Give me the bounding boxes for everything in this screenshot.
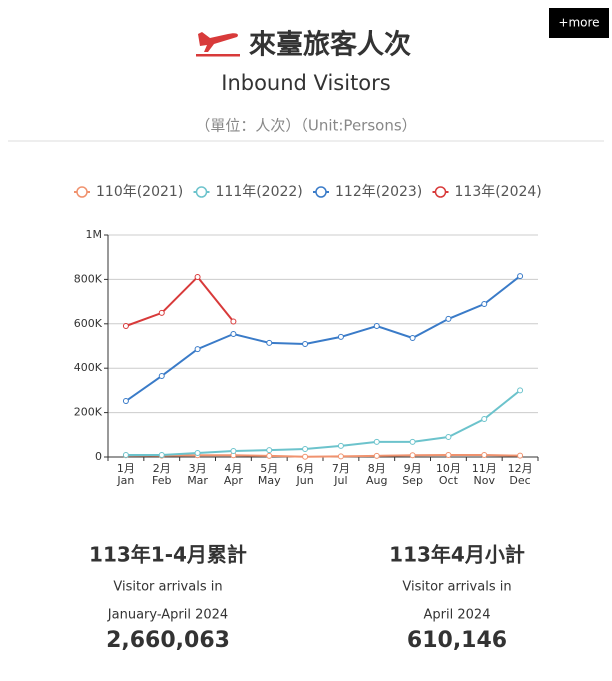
x-tick-label-en: Jul (333, 474, 347, 487)
data-point (230, 331, 237, 338)
x-tick-label-en: Nov (474, 474, 496, 487)
data-point (194, 346, 201, 353)
stat-line: Visitor arrivals in (402, 580, 511, 595)
data-point (517, 387, 524, 394)
x-tick-label-en: Apr (224, 474, 244, 487)
series-line (125, 389, 521, 457)
subtitle: Inbound Visitors (221, 71, 390, 95)
data-point (409, 335, 416, 342)
x-tick-label: 10月 (436, 462, 461, 475)
data-point (266, 447, 273, 454)
data-point (302, 453, 309, 460)
y-tick-label: 0 (95, 450, 102, 463)
data-point (158, 309, 165, 316)
data-point (481, 452, 488, 459)
x-tick-label: 11月 (472, 462, 497, 475)
data-point (517, 452, 524, 459)
x-tick-label: 3月 (189, 462, 207, 475)
data-point (266, 339, 273, 346)
unit: （單位：人次）（Unit:Persons） (195, 117, 416, 135)
legend-marker (434, 186, 447, 198)
x-tick-label-en: Feb (152, 474, 171, 487)
x-tick-label: 1月 (117, 462, 135, 475)
data-point (302, 446, 309, 453)
legend-marker (195, 186, 208, 198)
data-point (445, 434, 452, 441)
stat-line: April 2024 (424, 608, 491, 623)
series-line (125, 454, 521, 458)
x-tick-label-en: Dec (509, 474, 530, 487)
legend-label: 113年(2024) (455, 184, 542, 200)
legend-label: 110年(2021) (96, 184, 183, 200)
data-point (158, 452, 165, 459)
x-tick-label: 9月 (404, 462, 422, 475)
x-tick-label-en: Jan (116, 474, 134, 487)
data-point (122, 452, 129, 459)
data-point (373, 438, 380, 445)
data-point (230, 448, 237, 455)
legend-marker (315, 186, 327, 198)
data-point (302, 341, 309, 348)
y-tick-label: 400K (74, 361, 103, 374)
plane-icon (196, 32, 240, 57)
stat-heading: 113年4月小計 (389, 543, 525, 567)
data-point (337, 333, 344, 340)
data-point (445, 315, 452, 322)
x-tick-label-en: Mar (187, 474, 208, 487)
legend-label: 111年(2022) (216, 184, 303, 200)
title: 來臺旅客人次 (249, 29, 411, 61)
x-tick-label: 7月 (332, 462, 350, 475)
data-point (194, 273, 201, 280)
x-tick-label: 6月 (296, 462, 314, 475)
x-tick-label: 4月 (224, 462, 242, 475)
stat-line: January-April 2024 (107, 608, 228, 623)
x-tick-label-en: May (258, 474, 281, 487)
series-line (125, 275, 235, 327)
x-tick-label-en: Jun (295, 474, 313, 487)
data-point (337, 453, 344, 460)
stat-heading: 113年1-4月累計 (89, 543, 247, 567)
data-point (373, 452, 380, 459)
data-point (481, 416, 488, 423)
x-tick-label: 5月 (260, 462, 278, 475)
x-tick-label: 8月 (368, 462, 386, 475)
data-point (409, 438, 416, 445)
stat-value: 610,146 (407, 628, 507, 653)
data-point (122, 323, 129, 330)
data-point (230, 318, 237, 325)
x-tick-label: 2月 (153, 462, 171, 475)
x-tick-label-en: Oct (439, 474, 459, 487)
x-tick-label-en: Aug (366, 474, 387, 487)
more-label[interactable]: +more (558, 16, 599, 30)
x-tick-label-en: Sep (402, 474, 423, 487)
data-point (409, 452, 416, 459)
stat-line: Visitor arrivals in (113, 580, 222, 595)
data-point (337, 442, 344, 449)
data-point (266, 452, 273, 459)
data-point (517, 273, 524, 280)
data-point (194, 450, 201, 457)
series-line (125, 275, 521, 402)
data-point (445, 452, 452, 459)
y-tick-label: 200K (74, 406, 103, 419)
data-point (158, 372, 165, 379)
more-button[interactable] (549, 8, 609, 38)
y-tick-label: 1M (86, 228, 103, 241)
data-point (481, 301, 488, 308)
y-tick-label: 800K (74, 272, 103, 285)
legend-label: 112年(2023) (335, 184, 422, 200)
stat-value: 2,660,063 (106, 628, 230, 653)
y-tick-label: 600K (74, 317, 103, 330)
legend-marker (76, 186, 88, 198)
data-point (122, 398, 129, 405)
data-point (373, 323, 380, 330)
x-tick-label: 12月 (508, 462, 533, 475)
